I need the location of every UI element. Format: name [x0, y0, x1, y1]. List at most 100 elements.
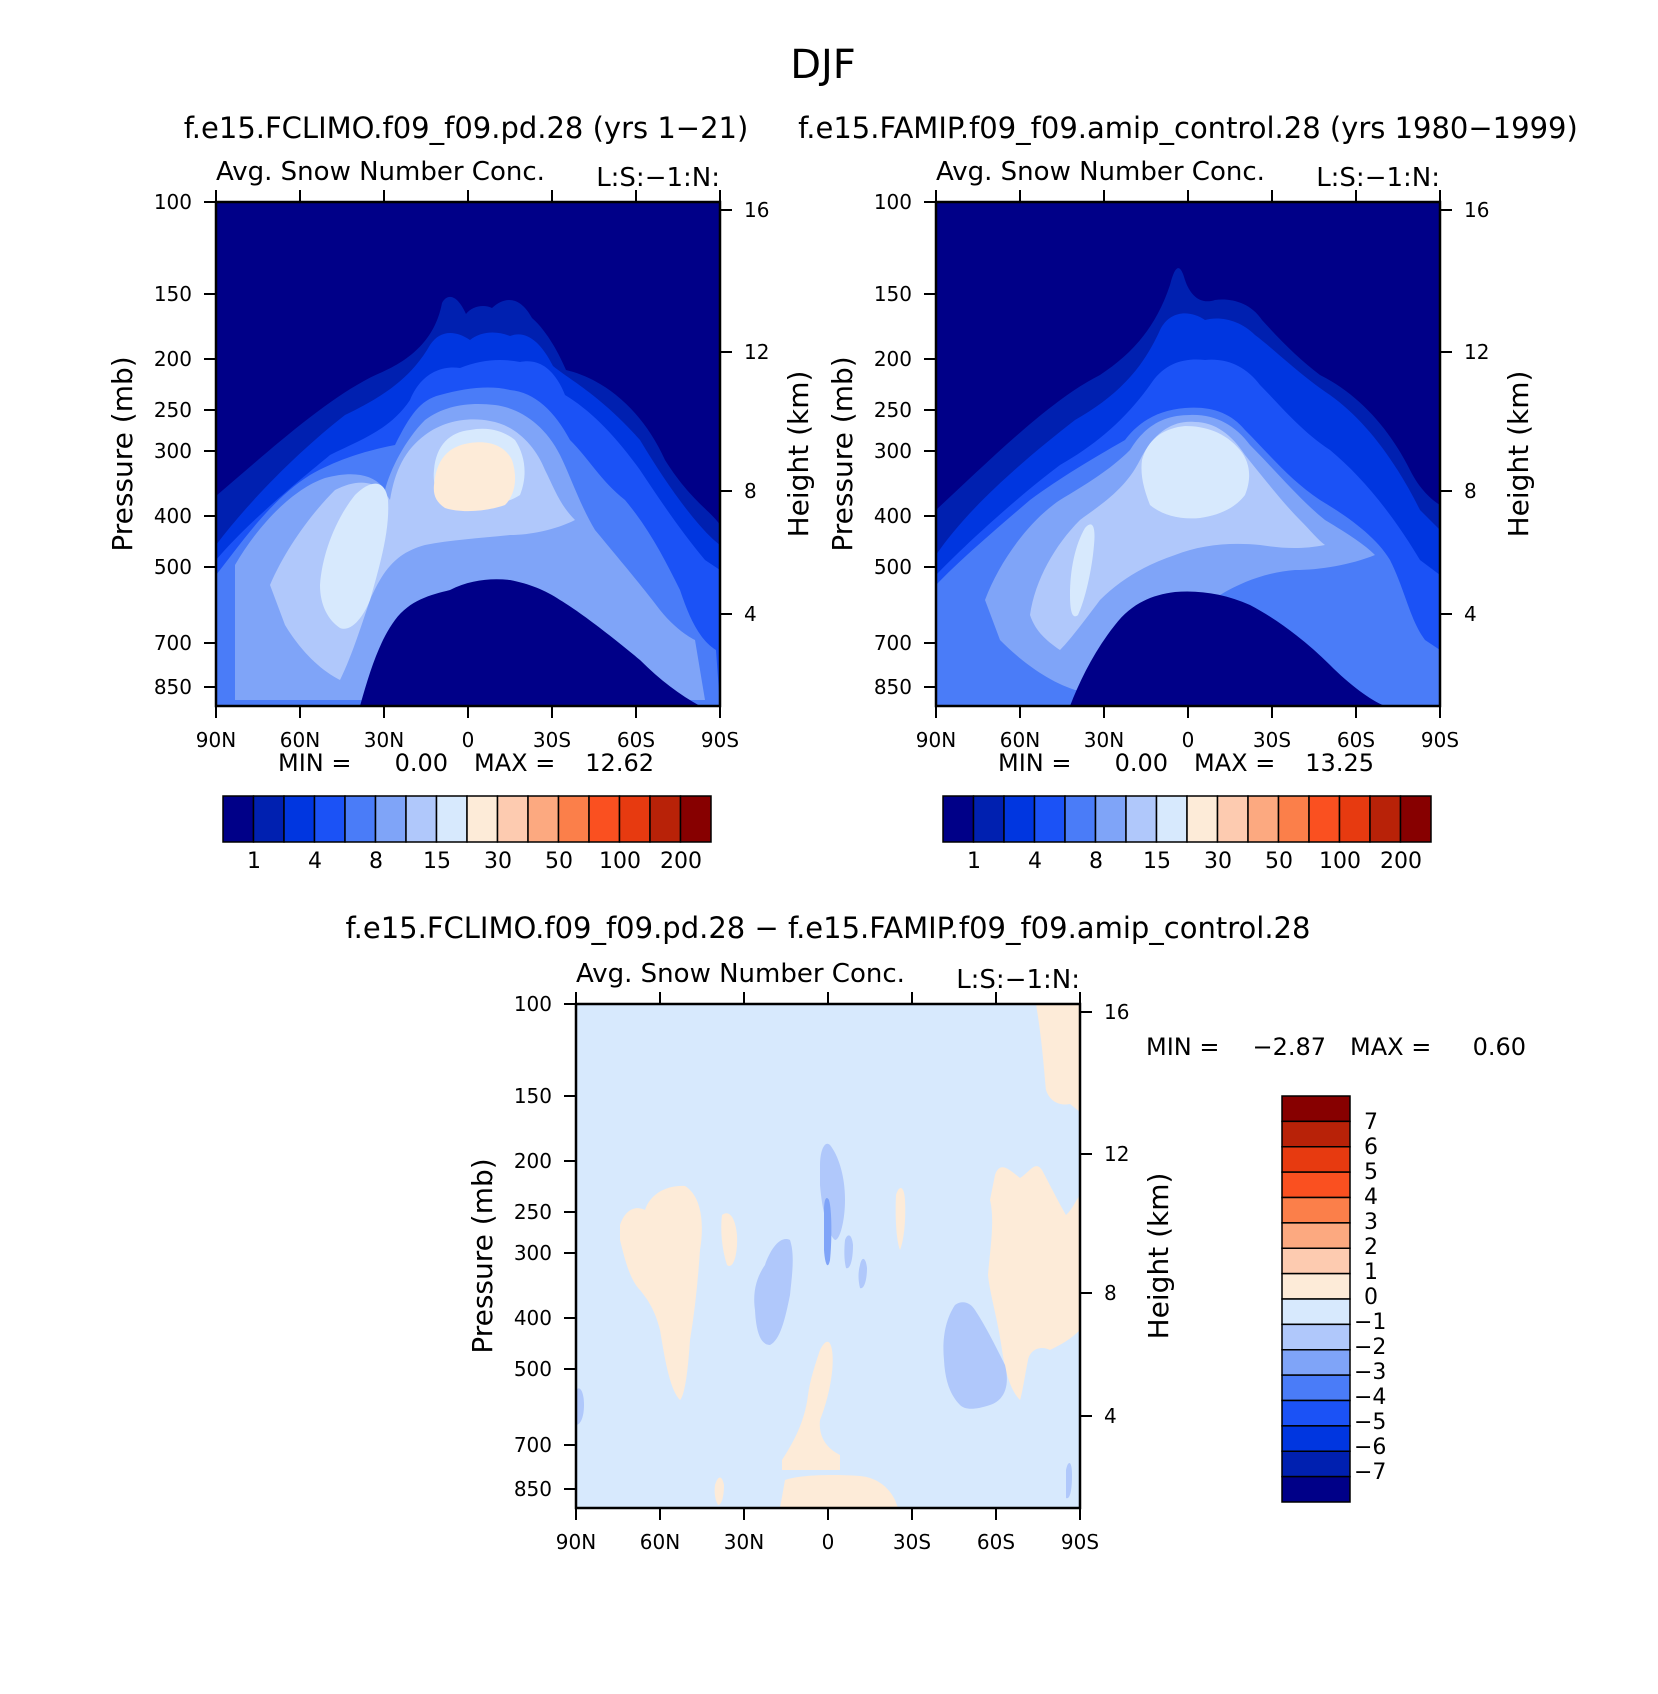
y-tick-label: 700	[874, 631, 912, 655]
colorbar-swatch	[942, 795, 975, 843]
diff-positive-region	[1036, 1004, 1080, 1112]
y-tick-label: 150	[874, 282, 912, 306]
colorbar-swatch	[972, 795, 1005, 843]
colorbar-swatch	[1281, 1120, 1351, 1148]
colorbar-swatch	[1281, 1171, 1351, 1199]
diff-negative-region	[754, 1239, 793, 1345]
colorbar-label: 4	[1364, 1185, 1378, 1210]
colorbar-swatch	[1281, 1349, 1351, 1376]
colorbar-label: 30	[484, 849, 512, 874]
colorbar-swatch	[344, 795, 377, 843]
panel-right-y-axis-label: Pressure (mb)	[826, 356, 859, 551]
y2-tick-label: 12	[1464, 340, 1489, 364]
x-tick-label: 90S	[1421, 728, 1459, 752]
max-label: MAX =	[1194, 749, 1275, 777]
colorbar-label: 6	[1364, 1135, 1378, 1160]
panel-left-colorbar-labels: 1 4 8 15 30 50 100 200	[247, 849, 702, 874]
y-tick-label: 400	[874, 504, 912, 528]
panel-right-x-tick-labels: 90N 60N 30N 0 30S 60S 90S	[916, 728, 1459, 752]
diff-negative-region	[1066, 1463, 1072, 1499]
colorbar-swatch	[1003, 795, 1036, 843]
panel-left-contour-level-8	[433, 442, 516, 512]
min-value: 0.00	[395, 749, 448, 777]
colorbar-swatch	[1281, 1095, 1351, 1123]
y-tick-label: 250	[514, 1200, 552, 1224]
colorbar-swatch	[222, 795, 255, 843]
x-tick-label: 60N	[640, 1530, 680, 1554]
y-tick-label: 300	[514, 1241, 552, 1265]
y-tick-label: 200	[514, 1149, 552, 1173]
panel-left-y-tick-labels: 100 150 200 250 300 400 500 700 850	[154, 190, 192, 699]
colorbar-label: 1	[967, 849, 981, 874]
colorbar-swatch	[374, 795, 407, 843]
y2-tick-label: 16	[1464, 198, 1489, 222]
colorbar-swatch	[1338, 795, 1371, 843]
x-tick-label: 60S	[977, 1530, 1015, 1554]
x-tick-label: 90N	[916, 728, 956, 752]
diff-positive-region	[780, 1475, 898, 1508]
colorbar-label: 4	[1028, 849, 1042, 874]
colorbar-label: 30	[1204, 849, 1232, 874]
diff-negative-region	[576, 1388, 584, 1425]
x-tick-label: 0	[462, 728, 475, 752]
diff-negative-region	[844, 1235, 853, 1269]
y2-tick-label: 8	[744, 479, 757, 503]
panel-right-plot-area	[936, 202, 1440, 706]
diff-negative-region	[943, 1302, 1007, 1409]
colorbar-swatch	[1281, 1196, 1351, 1224]
colorbar-label: 200	[660, 849, 702, 874]
colorbar-label: 8	[1089, 849, 1103, 874]
min-label: MIN =	[998, 749, 1071, 777]
x-tick-label: 60S	[617, 728, 655, 752]
max-label: MAX =	[474, 749, 555, 777]
panel-difference-stats: MIN = −2.87 MAX = 0.60	[1146, 1033, 1526, 1061]
min-label: MIN =	[1146, 1033, 1219, 1061]
panel-difference-x-tick-labels: 90N 60N 30N 0 30S 60S 90S	[556, 1530, 1099, 1554]
colorbar-swatch	[1281, 1323, 1351, 1351]
colorbar-label: 100	[1319, 849, 1361, 874]
colorbar-swatch	[649, 795, 682, 843]
panel-difference-colorbar	[1281, 1095, 1351, 1503]
colorbar-swatch	[679, 795, 712, 843]
colorbar-label: 4	[308, 849, 322, 874]
x-tick-label: 90N	[556, 1530, 596, 1554]
min-label: MIN =	[278, 749, 351, 777]
y-tick-label: 250	[874, 398, 912, 422]
diff-positive-region	[782, 1341, 840, 1470]
panel-difference-colorbar-labels: 7 6 5 4 3 2 1 0 −1 −2 −3 −4 −5 −6 −7	[1354, 1110, 1386, 1485]
colorbar-swatch	[1308, 795, 1341, 843]
panel-difference-units-label: L:S:−1:N:	[956, 965, 1080, 995]
panel-difference-plot-area	[576, 1004, 1080, 1508]
panel-right-colorbar-labels: 1 4 8 15 30 50 100 200	[967, 849, 1422, 874]
colorbar-label: 8	[369, 849, 383, 874]
y2-tick-label: 16	[1104, 1000, 1129, 1024]
colorbar-swatch	[1369, 795, 1402, 843]
colorbar-label: 7	[1364, 1110, 1378, 1135]
panel-left-x-tick-labels: 90N 60N 30N 0 30S 60S 90S	[196, 728, 739, 752]
min-value: 0.00	[1115, 749, 1168, 777]
y-tick-label: 150	[154, 282, 192, 306]
colorbar-swatch	[1247, 795, 1280, 843]
x-tick-label: 90N	[196, 728, 236, 752]
x-tick-label: 0	[822, 1530, 835, 1554]
max-label: MAX =	[1350, 1033, 1431, 1061]
colorbar-label: 15	[423, 849, 451, 874]
y-tick-label: 100	[514, 992, 552, 1016]
y2-tick-label: 16	[744, 198, 769, 222]
colorbar-swatch	[1281, 1272, 1351, 1300]
colorbar-swatch	[496, 795, 529, 843]
panel-left-variable-title: Avg. Snow Number Conc.	[216, 157, 545, 187]
colorbar-swatch	[1094, 795, 1127, 843]
colorbar-swatch	[1216, 795, 1249, 843]
panel-difference-y-axis-label: Pressure (mb)	[466, 1158, 499, 1353]
colorbar-swatch	[527, 795, 560, 843]
colorbar-label: 1	[1364, 1260, 1378, 1285]
colorbar-swatch	[1399, 795, 1432, 843]
colorbar-swatch	[1281, 1399, 1351, 1427]
colorbar-label: 3	[1364, 1210, 1378, 1235]
x-tick-label: 30N	[1084, 728, 1124, 752]
colorbar-label: 100	[599, 849, 641, 874]
y-tick-label: 300	[874, 439, 912, 463]
y-tick-label: 700	[154, 631, 192, 655]
